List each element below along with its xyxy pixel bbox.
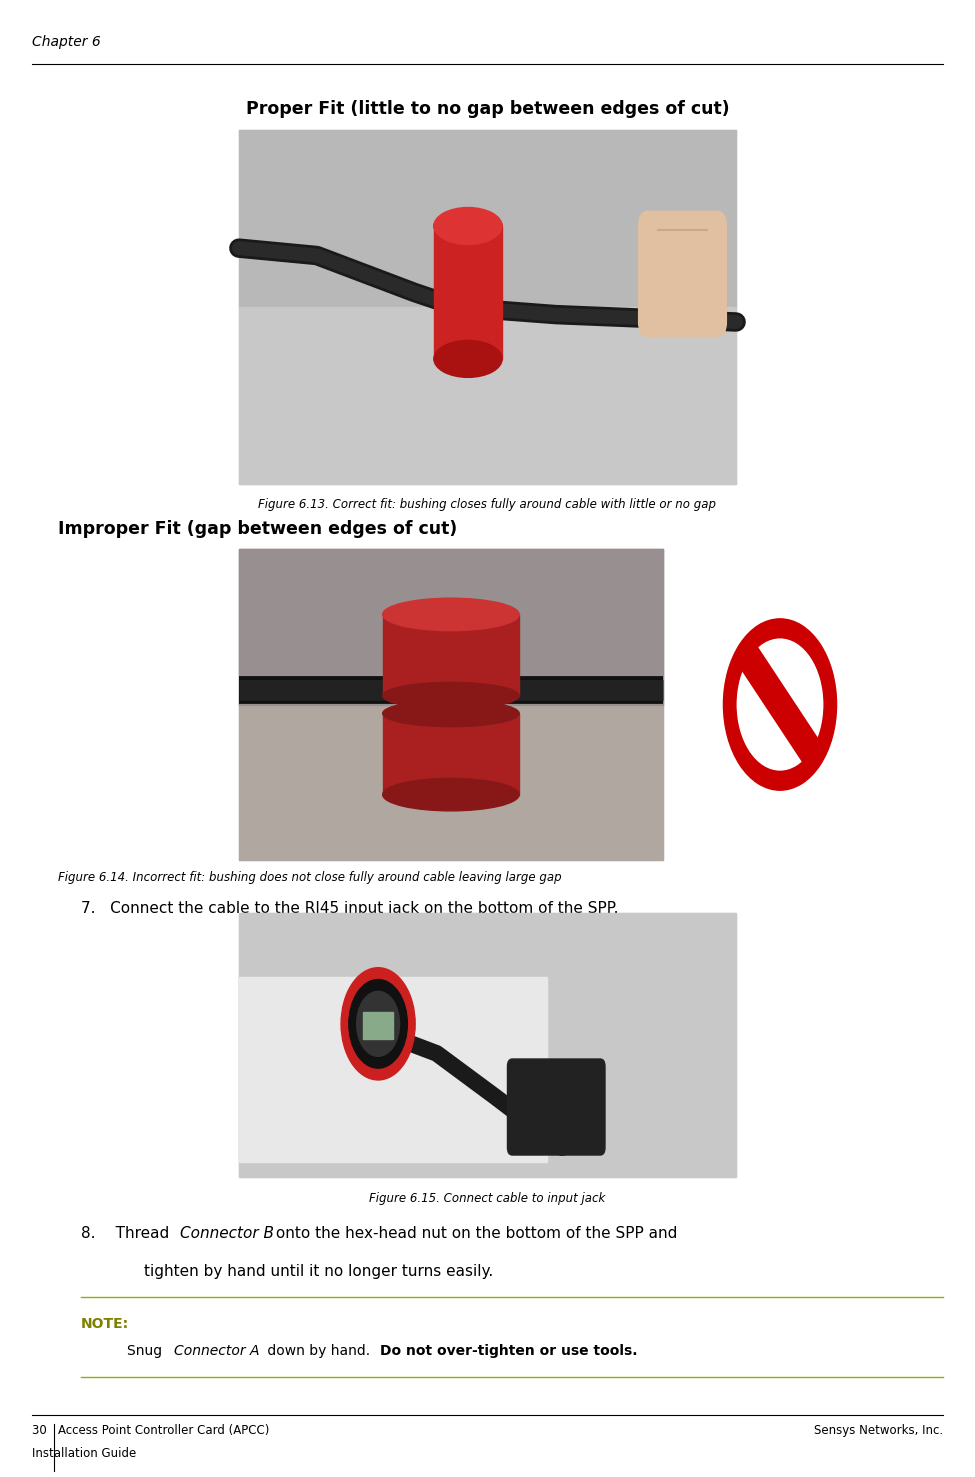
Text: Chapter 6: Chapter 6 [32,35,101,49]
Bar [741,645,819,764]
Bar [239,549,663,860]
Ellipse shape [382,778,519,811]
FancyBboxPatch shape [508,1059,604,1155]
Text: Figure 6.14. Incorrect fit: bushing does not close fully around cable leaving la: Figure 6.14. Incorrect fit: bushing does… [58,871,563,885]
Text: Connector A: Connector A [174,1344,259,1357]
Circle shape [349,979,408,1068]
Bar [239,549,663,705]
Text: Do not over-tighten or use tools.: Do not over-tighten or use tools. [380,1344,638,1357]
Ellipse shape [382,682,519,709]
Text: down by hand.: down by hand. [263,1344,374,1357]
Bar [239,978,547,1162]
Text: Improper Fit (gap between edges of cut): Improper Fit (gap between edges of cut) [58,520,457,538]
Circle shape [341,967,415,1080]
Bar [382,713,519,795]
Text: Snug: Snug [127,1344,167,1357]
Text: Installation Guide: Installation Guide [32,1447,137,1461]
FancyBboxPatch shape [639,211,726,337]
Bar [434,226,502,359]
Text: Figure 6.13. Correct fit: bushing closes fully around cable with little or no ga: Figure 6.13. Correct fit: bushing closes… [258,498,717,511]
Bar [239,913,736,1177]
Text: NOTE:: NOTE: [81,1317,129,1331]
Bar [239,913,736,1177]
Bar [382,614,519,696]
Ellipse shape [382,598,519,631]
Text: Sensys Networks, Inc.: Sensys Networks, Inc. [814,1424,943,1437]
Circle shape [357,991,400,1056]
Text: Figure 6.15. Connect cable to input jack: Figure 6.15. Connect cable to input jack [370,1192,605,1205]
Ellipse shape [434,341,502,378]
Ellipse shape [434,207,502,244]
Ellipse shape [382,700,519,727]
Text: onto the hex-head nut on the bottom of the SPP and: onto the hex-head nut on the bottom of t… [271,1226,678,1241]
Bar [239,307,736,484]
Bar [239,549,663,860]
Bar [239,130,736,484]
Text: Connector B: Connector B [180,1226,274,1241]
Circle shape [723,619,837,790]
Text: 8.  Thread: 8. Thread [81,1226,175,1241]
Text: 30   Access Point Controller Card (APCC): 30 Access Point Controller Card (APCC) [32,1424,269,1437]
Bar [364,1012,393,1038]
Bar [239,130,736,307]
Text: Proper Fit (little to no gap between edges of cut): Proper Fit (little to no gap between edg… [246,100,729,118]
Bar [239,978,547,1162]
Text: 7.   Connect the cable to the RJ45 input jack on the bottom of the SPP.: 7. Connect the cable to the RJ45 input j… [81,901,618,916]
Text: tighten by hand until it no longer turns easily.: tighten by hand until it no longer turns… [144,1264,493,1279]
Wedge shape [723,619,837,790]
Ellipse shape [434,211,502,241]
